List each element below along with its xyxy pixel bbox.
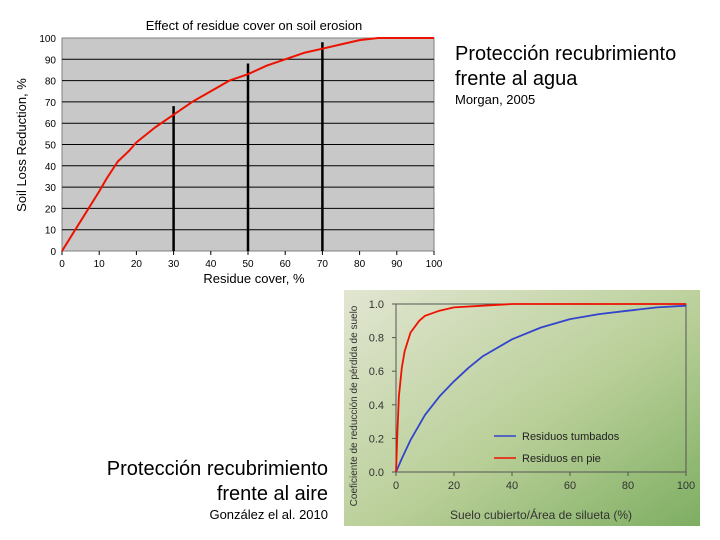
- chart1-y-axis-label: Soil Loss Reduction, %: [14, 78, 29, 212]
- chart1-series: [61, 37, 434, 252]
- soil-erosion-chart: Effect of residue cover on soil erosion …: [14, 18, 443, 286]
- chart1-y-tick-label: 0: [50, 247, 56, 258]
- chart2-y-ticks: 0.0 0.2 0.4 0.6 0.8 1.0: [369, 299, 396, 479]
- chart2-x-tick-label: 100: [677, 480, 695, 492]
- chart2-y-axis-label: Coeficiente de reducción de pérdida de s…: [349, 305, 360, 506]
- wind-caption-title-line2: frente al aire: [216, 483, 328, 505]
- chart1-y-tick-label: 90: [45, 55, 57, 66]
- chart1-x-ticks: 0 10 20 30 40 50 60 70 80 90 100: [59, 251, 443, 270]
- chart2-x-tick-label: 0: [393, 480, 399, 492]
- chart1-x-tick-label: 20: [131, 259, 143, 270]
- chart2-y-tick-label: 0.2: [369, 433, 384, 445]
- water-caption-citation: Morgan, 2005: [455, 92, 536, 107]
- chart1-y-tick-label: 20: [45, 204, 57, 215]
- legend-label-en-pie: Residuos en pie: [522, 453, 601, 465]
- chart1-x-tick-label: 10: [94, 259, 106, 270]
- chart2-y-tick-label: 0.0: [369, 467, 384, 479]
- chart1-y-tick-label: 70: [45, 98, 57, 109]
- water-caption-title-line1: Protección recubrimiento: [455, 43, 677, 65]
- chart2-x-axis-label: Suelo cubierto/Área de silueta (%): [450, 507, 632, 522]
- chart2-x-tick-label: 20: [448, 480, 460, 492]
- chart1-y-tick-label: 80: [45, 77, 57, 88]
- chart1-x-axis-label: Residue cover, %: [203, 271, 305, 286]
- chart1-x-tick-label: 30: [168, 259, 180, 270]
- chart2-y-tick-label: 0.6: [369, 366, 384, 378]
- chart1-y-tick-label: 40: [45, 162, 57, 173]
- chart2-series-line-1: [395, 303, 686, 473]
- chart1-x-tick-label: 70: [317, 259, 329, 270]
- chart2-background: [344, 290, 700, 526]
- chart1-reference-lines: [172, 42, 324, 251]
- chart2-legend: Residuos tumbados Residuos en pie: [494, 431, 620, 465]
- chart1-x-tick-label: 50: [242, 259, 254, 270]
- chart2-x-tick-label: 60: [564, 480, 576, 492]
- chart1-x-tick-label: 40: [205, 259, 217, 270]
- chart1-title: Effect of residue cover on soil erosion: [146, 18, 363, 33]
- chart1-y-ticks: 0 10 20 30 40 50 60 70 80 90 100: [39, 34, 56, 258]
- chart2-y-tick-label: 0.4: [369, 400, 384, 412]
- chart1-series-line: [61, 37, 434, 252]
- chart2-x-tick-label: 40: [506, 480, 518, 492]
- chart2-y-tick-label: 0.8: [369, 333, 384, 345]
- chart1-x-tick-label: 80: [354, 259, 366, 270]
- wind-caption-title-line1: Protección recubrimiento: [106, 458, 328, 480]
- soil-loss-coefficient-chart: 0.0 0.2 0.4 0.6 0.8 1.0 0 20 40 60 80 100 Residuos…: [344, 290, 700, 526]
- chart1-y-tick-label: 50: [45, 141, 57, 152]
- wind-caption: Protección recubrimiento frente al aire …: [40, 457, 328, 522]
- chart2-y-tick-label: 1.0: [369, 299, 384, 311]
- chart1-x-tick-label: 100: [426, 259, 443, 270]
- chart2-x-ticks: 0 20 40 60 80 100: [393, 472, 695, 492]
- chart1-y-tick-label: 30: [45, 183, 57, 194]
- chart1-x-tick-label: 0: [59, 259, 65, 270]
- legend-label-tumbados: Residuos tumbados: [522, 431, 620, 443]
- chart1-x-tick-label: 90: [391, 259, 403, 270]
- chart2-series: [395, 303, 687, 473]
- chart1-x-tick-label: 60: [280, 259, 292, 270]
- wind-caption-citation: González el al. 2010: [209, 507, 328, 522]
- chart1-y-tick-label: 10: [45, 226, 57, 237]
- chart2-x-tick-label: 80: [622, 480, 634, 492]
- water-caption-title-line2: frente al agua: [455, 68, 578, 90]
- water-caption: Protección recubrimiento frente al agua …: [455, 42, 720, 107]
- chart2-series-line-0: [395, 304, 687, 473]
- chart1-y-tick-label: 100: [39, 34, 56, 45]
- chart1-y-tick-label: 60: [45, 119, 57, 130]
